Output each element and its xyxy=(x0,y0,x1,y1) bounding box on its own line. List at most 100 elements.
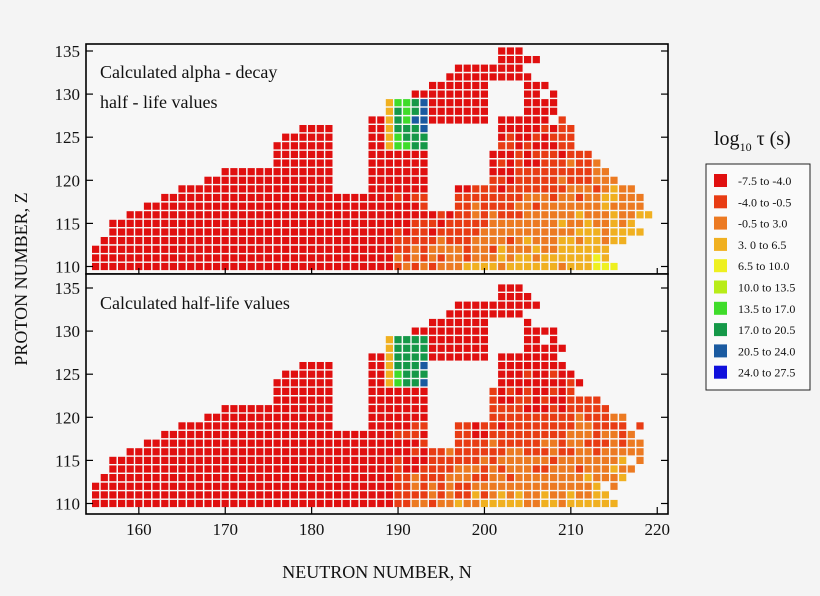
heatmap-cell xyxy=(126,228,134,236)
heatmap-cell xyxy=(515,219,523,227)
heatmap-cell xyxy=(446,99,454,107)
heatmap-cell xyxy=(515,301,523,309)
heatmap-cell xyxy=(403,228,411,236)
heatmap-cell xyxy=(575,237,584,245)
heatmap-cell xyxy=(454,245,463,253)
heatmap-cell xyxy=(541,168,549,176)
heatmap-cell xyxy=(532,301,540,309)
heatmap-cell xyxy=(342,202,350,210)
heatmap-cell xyxy=(498,439,506,447)
heatmap-cell xyxy=(308,176,316,184)
heatmap-cell xyxy=(403,133,411,141)
heatmap-cell xyxy=(135,228,143,236)
heatmap-cell xyxy=(299,430,307,439)
heatmap-cell xyxy=(506,211,514,219)
heatmap-cell xyxy=(463,254,471,262)
heatmap-cell xyxy=(610,413,618,421)
heatmap-cell xyxy=(195,245,203,253)
heatmap-cell xyxy=(524,219,532,227)
heatmap-cell xyxy=(169,439,177,447)
heatmap-cell xyxy=(454,254,463,262)
heatmap-cell xyxy=(213,219,221,227)
heatmap-cell xyxy=(575,430,584,439)
heatmap-cell xyxy=(316,228,324,236)
heatmap-cell xyxy=(230,405,238,413)
heatmap-cell xyxy=(541,370,549,378)
heatmap-cell xyxy=(429,318,437,327)
heatmap-cell xyxy=(169,456,177,464)
heatmap-cell xyxy=(126,245,134,253)
heatmap-cell xyxy=(247,245,255,253)
heatmap-cell xyxy=(558,150,566,158)
heatmap-cell xyxy=(532,465,540,473)
heatmap-cell xyxy=(316,254,324,262)
heatmap-cell xyxy=(593,396,601,404)
heatmap-cell xyxy=(463,211,471,219)
heatmap-cell xyxy=(273,176,281,184)
heatmap-cell xyxy=(480,107,488,115)
heatmap-cell xyxy=(567,219,575,227)
heatmap-cell xyxy=(169,448,177,456)
heatmap-cell xyxy=(308,193,316,202)
heatmap-cell xyxy=(498,245,506,253)
heatmap-cell xyxy=(463,448,471,456)
heatmap-cell xyxy=(593,465,601,473)
heatmap-cell xyxy=(429,116,437,124)
heatmap-cell xyxy=(385,430,393,439)
heatmap-cell xyxy=(645,211,653,219)
heatmap-cell xyxy=(161,262,169,271)
heatmap-cell xyxy=(273,262,281,271)
heatmap-cell xyxy=(437,474,445,482)
heatmap-cell xyxy=(385,396,393,404)
heatmap-cell xyxy=(230,499,238,508)
heatmap-cell xyxy=(152,262,160,271)
heatmap-cell xyxy=(161,193,169,202)
heatmap-cell xyxy=(489,185,497,193)
heatmap-cell xyxy=(446,90,454,98)
heatmap-cell xyxy=(550,107,558,115)
heatmap-cell xyxy=(299,133,307,141)
heatmap-cell xyxy=(506,430,514,439)
heatmap-cell xyxy=(290,245,298,253)
heatmap-cell xyxy=(489,474,497,482)
heatmap-cell xyxy=(550,168,558,176)
heatmap-cell xyxy=(593,159,601,167)
heatmap-cell xyxy=(368,474,376,482)
heatmap-cell xyxy=(454,228,463,236)
heatmap-cell xyxy=(282,237,290,245)
heatmap-cell xyxy=(178,237,186,245)
heatmap-cell xyxy=(221,482,229,490)
heatmap-cell xyxy=(480,211,488,219)
heatmap-cell xyxy=(359,439,368,447)
heatmap-cell xyxy=(515,405,523,413)
heatmap-cell xyxy=(161,482,169,490)
heatmap-cell xyxy=(385,219,393,227)
heatmap-cell xyxy=(299,405,307,413)
heatmap-cell xyxy=(524,116,532,124)
heatmap-cell xyxy=(541,245,549,253)
heatmap-cell xyxy=(601,254,609,262)
heatmap-cell xyxy=(368,193,376,202)
heatmap-cell xyxy=(437,219,445,227)
heatmap-cell xyxy=(575,465,584,473)
heatmap-cell xyxy=(204,474,212,482)
heatmap-cell xyxy=(532,176,540,184)
heatmap-cell xyxy=(394,237,402,245)
heatmap-cell xyxy=(472,81,480,90)
heatmap-cell xyxy=(472,310,480,318)
heatmap-cell xyxy=(489,211,497,219)
heatmap-cell xyxy=(558,185,566,193)
heatmap-cell xyxy=(109,456,117,464)
heatmap-cell xyxy=(368,353,376,361)
heatmap-cell xyxy=(299,193,307,202)
heatmap-cell xyxy=(282,262,290,271)
heatmap-cell xyxy=(463,237,471,245)
heatmap-cell xyxy=(282,430,290,439)
heatmap-cell xyxy=(593,430,601,439)
heatmap-cell xyxy=(377,430,385,439)
heatmap-cell xyxy=(558,219,566,227)
heatmap-cell xyxy=(498,284,506,292)
heatmap-cell xyxy=(316,211,324,219)
heatmap-cell xyxy=(506,379,514,387)
heatmap-cell xyxy=(575,159,584,167)
